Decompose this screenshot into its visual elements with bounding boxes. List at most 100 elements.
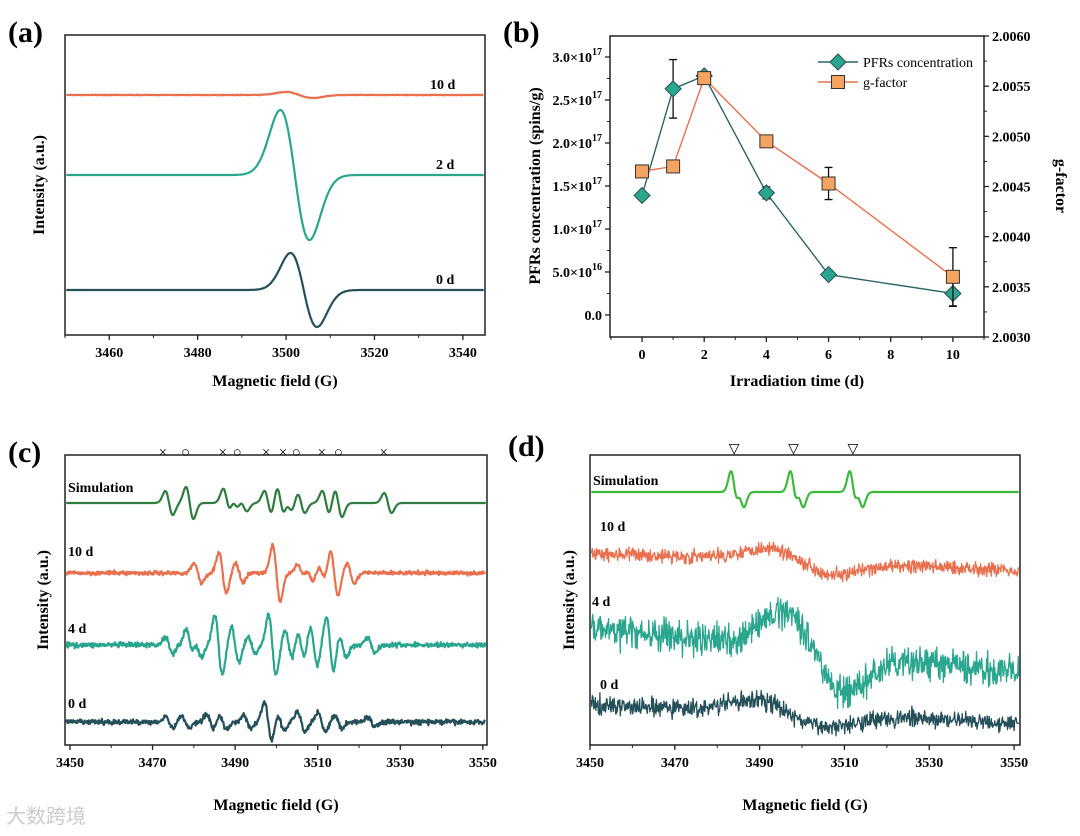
g-factor-point	[821, 176, 836, 191]
pfr-point	[819, 265, 838, 284]
peak-marker: ○	[181, 445, 190, 461]
x-tick-label: 3500	[272, 346, 300, 361]
panel-label-c: (c)	[8, 436, 41, 469]
c-xlabel: Magnetic field (G)	[213, 797, 338, 814]
series-line	[641, 75, 954, 295]
legend-square-icon	[831, 75, 845, 89]
spectrum-0-d	[65, 700, 486, 743]
y2-tick-label: 2.0035	[992, 281, 1031, 296]
watermark: 大数跨境	[6, 804, 86, 828]
panel-label-a: (a)	[8, 16, 43, 49]
g-factor-point	[666, 159, 681, 174]
y-tick-label: 2.0×1017	[553, 133, 602, 152]
x-tick-label: 3450	[56, 756, 84, 771]
pfr-point	[664, 80, 682, 98]
x-tick-label: 3510	[304, 756, 332, 771]
peak-marker: ×	[262, 445, 270, 461]
superscript: 16	[592, 262, 602, 273]
superscript: 17	[592, 90, 602, 101]
y2-tick-label: 2.0060	[992, 30, 1031, 45]
b-xlabel: Irradiation time (d)	[730, 373, 864, 390]
legend-label: g-factor	[863, 76, 908, 91]
spectrum-4-d	[65, 612, 487, 676]
series-label: 10 d	[68, 545, 94, 560]
x-tick-label: 3450	[576, 756, 604, 771]
superscript: 17	[592, 133, 602, 144]
pfr-point	[633, 186, 651, 205]
panel-c-plot-frame	[64, 454, 488, 746]
series-label: Simulation	[68, 481, 134, 496]
c-ylabel: Intensity (a.u.)	[35, 550, 52, 650]
x-tick-label: 3520	[360, 346, 388, 361]
x-tick-label: 3490	[746, 756, 774, 771]
g-factor-point	[635, 164, 650, 179]
peak-marker: ○	[233, 445, 242, 461]
spectrum-0-d	[65, 251, 485, 329]
y2-tick-label: 2.0055	[992, 80, 1031, 95]
x-tick-label: 4	[763, 348, 770, 363]
d-xlabel: Magnetic field (G)	[742, 797, 867, 814]
series-label: 0 d	[436, 273, 455, 288]
g-factor-point	[759, 134, 774, 149]
y-tick-label: 2.5×1017	[553, 90, 602, 109]
pfr-point	[757, 184, 776, 202]
legend-label: PFRs concentration	[863, 56, 973, 71]
y2-tick-label: 2.0040	[992, 231, 1031, 246]
spectrum-2-d	[65, 108, 485, 242]
series-label: 10 d	[600, 520, 626, 535]
superscript: 17	[592, 219, 602, 230]
series-label: 2 d	[436, 158, 455, 173]
x-tick-label: 3550	[1000, 756, 1028, 771]
peak-marker: ▽	[848, 442, 859, 457]
x-tick-label: 10	[946, 348, 960, 363]
panel-d-plot-frame	[589, 454, 1021, 746]
peak-marker: ×	[380, 445, 388, 461]
peak-marker: ▽	[788, 442, 799, 457]
series-label: 4 d	[592, 595, 611, 610]
peak-marker: ○	[292, 445, 301, 461]
x-tick-label: 6	[825, 348, 832, 363]
peak-marker: ×	[159, 445, 167, 461]
spectrum-0-d	[590, 689, 1020, 737]
peak-marker: ○	[334, 445, 343, 461]
superscript: 17	[592, 47, 602, 58]
y-tick-label: 3.0×1017	[553, 47, 602, 66]
peak-marker: ×	[218, 445, 226, 461]
x-tick-label: 3460	[95, 346, 123, 361]
spectrum-10-d	[590, 541, 1020, 583]
x-tick-label: 3540	[449, 346, 477, 361]
x-tick-label: 3470	[661, 756, 689, 771]
x-tick-label: 3530	[915, 756, 943, 771]
peak-marker: ×	[279, 445, 287, 461]
y2-tick-label: 2.0030	[992, 331, 1031, 346]
y-tick-label: 1.0×1017	[553, 219, 602, 238]
y2-tick-label: 2.0050	[992, 130, 1031, 145]
d-ylabel: Intensity (a.u.)	[561, 550, 578, 650]
panel-label-d: (d)	[508, 430, 545, 463]
y-tick-label: 5.0×1016	[553, 262, 602, 281]
x-tick-label: 3470	[139, 756, 167, 771]
spectrum-10-d	[65, 542, 487, 604]
series-label: 0 d	[600, 678, 619, 693]
series-label: Simulation	[593, 474, 659, 489]
legend-diamond-icon	[829, 53, 847, 71]
x-tick-label: 3510	[830, 756, 858, 771]
y-tick-label: 0.0	[585, 309, 603, 324]
y2-tick-label: 2.0045	[992, 181, 1031, 196]
spectrum-4-d	[590, 597, 1020, 710]
x-tick-label: 2	[701, 348, 708, 363]
a-xlabel: Magnetic field (G)	[212, 373, 337, 390]
x-tick-label: 3550	[469, 756, 497, 771]
series-label: 0 d	[68, 697, 87, 712]
series-line	[641, 76, 954, 278]
a-ylabel: Intensity (a.u.)	[31, 135, 48, 235]
spectrum-10-d	[65, 90, 484, 100]
series-label: 10 d	[430, 78, 456, 93]
series-label: 4 d	[68, 622, 87, 637]
b-ylabel: PFRs concentration (spins/g)	[527, 87, 544, 284]
g-factor-point	[945, 269, 960, 284]
superscript: 17	[592, 176, 602, 187]
panel-a-plot-frame	[64, 34, 486, 336]
g-factor-point	[697, 71, 712, 86]
